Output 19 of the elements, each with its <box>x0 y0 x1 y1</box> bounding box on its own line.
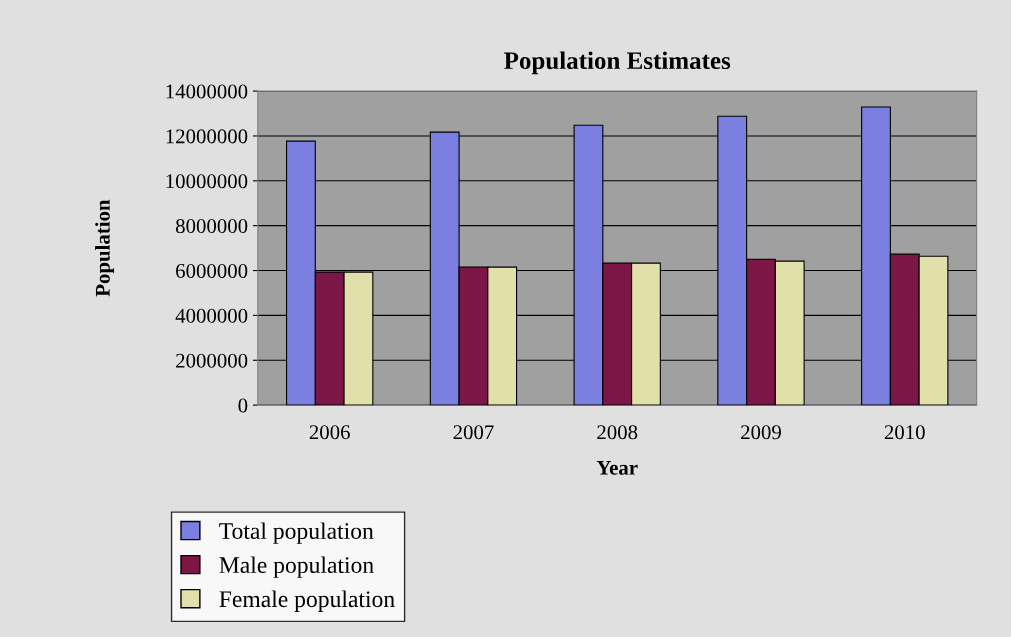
y-tick-label: 4000000 <box>175 308 248 323</box>
x-tick-label: 2006 <box>309 425 350 440</box>
y-tick-label: 6000000 <box>176 263 248 278</box>
y-tick-label: 2000000 <box>176 353 248 368</box>
x-tick-label: 2007 <box>453 425 494 440</box>
y-tick-label: 10000000 <box>166 174 248 189</box>
y-tick-label: 12000000 <box>166 129 248 144</box>
legend-label: Female population <box>219 590 395 612</box>
legend-label: Male population <box>219 556 374 578</box>
y-tick-label: 0 <box>238 398 248 413</box>
y-axis-title: Population <box>95 199 115 297</box>
x-tick-label: 2010 <box>884 425 925 440</box>
x-tick-label: 2008 <box>597 425 638 440</box>
legend-label: Total population <box>219 522 374 544</box>
chart-title: Population Estimates <box>504 51 731 75</box>
x-axis-title: Year <box>596 460 638 475</box>
x-tick-label: 2009 <box>741 425 781 440</box>
y-tick-label: 8000000 <box>175 219 248 234</box>
y-tick-label: 14000000 <box>166 84 248 99</box>
